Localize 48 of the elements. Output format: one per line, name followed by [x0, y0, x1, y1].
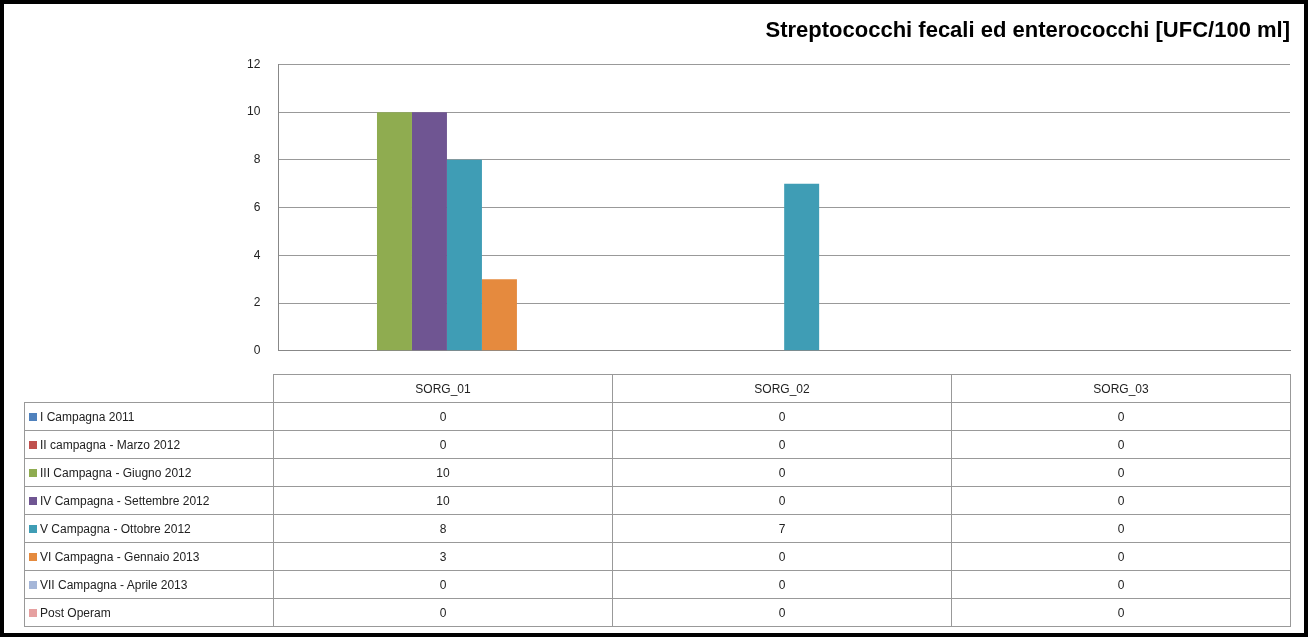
data-label: 10 [273, 458, 613, 487]
y-tick-label: 8 [253, 152, 261, 167]
y-tick-label: 6 [253, 199, 261, 214]
legend-label: VII Campagna - Aprile 2013 [24, 570, 274, 599]
legend-label: V Campagna - Ottobre 2012 [24, 514, 274, 543]
data-label: 0 [951, 430, 1291, 459]
y-tick-label: 4 [253, 247, 261, 262]
data-label: 0 [612, 598, 952, 627]
data-label: 8 [273, 514, 613, 543]
x-tick-label: SORG_03 [951, 374, 1291, 403]
bar [446, 159, 482, 351]
data-label: 0 [612, 542, 952, 571]
legend-label: II campagna - Marzo 2012 [24, 430, 274, 459]
data-label: 0 [951, 458, 1291, 487]
legend-label: I Campagna 2011 [24, 402, 274, 431]
y-tick-label: 10 [246, 104, 261, 119]
data-label: 7 [612, 514, 952, 543]
y-tick-label: 2 [253, 295, 261, 310]
bar [784, 183, 820, 351]
data-label: 0 [612, 402, 952, 431]
legend-label: III Campagna - Giugno 2012 [24, 458, 274, 487]
data-label: 0 [951, 514, 1291, 543]
data-label: 0 [273, 402, 613, 431]
data-label: 0 [612, 458, 952, 487]
data-label: 0 [273, 598, 613, 627]
data-label: 0 [273, 570, 613, 599]
legend-label: Post Operam [24, 598, 274, 627]
bar [481, 279, 517, 351]
data-label: 0 [612, 430, 952, 459]
data-label: 0 [612, 570, 952, 599]
data-label: 0 [951, 598, 1291, 627]
data-label: 0 [612, 486, 952, 515]
chart-title: Streptococchi fecali ed enterococchi [UFC/100 ml] [765, 17, 1290, 43]
data-label: 0 [951, 570, 1291, 599]
x-tick-label: SORG_01 [273, 374, 613, 403]
legend-label: IV Campagna - Settembre 2012 [24, 486, 274, 515]
data-label: 3 [273, 542, 613, 571]
bar [376, 112, 412, 351]
data-label: 0 [273, 430, 613, 459]
y-tick-label: 12 [246, 56, 261, 71]
data-label: 0 [951, 542, 1291, 571]
bar [411, 112, 447, 351]
x-tick-label: SORG_02 [612, 374, 952, 403]
data-label: 0 [951, 486, 1291, 515]
y-tick-label: 0 [253, 343, 261, 358]
legend-label: VI Campagna - Gennaio 2013 [24, 542, 274, 571]
data-label: 0 [951, 402, 1291, 431]
data-label: 10 [273, 486, 613, 515]
